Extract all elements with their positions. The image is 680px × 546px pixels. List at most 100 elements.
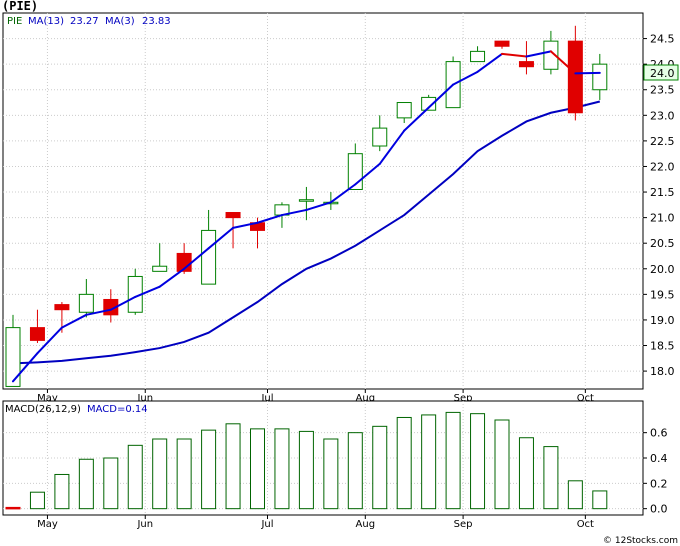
ma3-segment	[305, 201, 332, 211]
macd-bar	[445, 411, 461, 510]
price-tick-label: 19.5	[650, 288, 675, 301]
ma3-segment	[12, 352, 39, 383]
macd-value-label: MACD=0.14	[87, 404, 148, 415]
macd-label: MACD(26,12,9)	[5, 404, 81, 415]
macd-tick-label: 0.4	[650, 452, 668, 465]
candle-down	[494, 40, 510, 47]
macd-bars	[5, 411, 608, 510]
candle-up	[298, 199, 314, 202]
macd-tick-label: 0.2	[650, 477, 668, 490]
legend-ma3-value: 23.83	[142, 16, 171, 27]
month-tick-label: Jul	[260, 393, 273, 402]
month-tick-label: May	[37, 393, 58, 402]
macd-chart: 0.0 0.2 0.4 0.6 May Jun Jul Aug Sep Oct MACD(26,…	[2, 400, 668, 530]
macd-bar	[29, 491, 45, 510]
ma3-segment	[158, 267, 186, 288]
candle-up	[372, 127, 388, 147]
macd-bar	[298, 430, 314, 510]
macd-bar	[543, 446, 559, 510]
macd-month-tick-label: Sep	[454, 519, 473, 530]
last-price-marker: 24.0	[643, 64, 679, 81]
ma3-segment	[85, 308, 112, 316]
macd-bar	[567, 480, 583, 510]
price-tick-label: 20.5	[650, 237, 675, 250]
ma3-segment	[525, 50, 552, 58]
month-tick-label: Oct	[577, 393, 594, 402]
candle-up	[421, 96, 437, 111]
macd-month-tick-label: Aug	[356, 519, 376, 530]
price-axis: 18.0 18.5 19.0 19.5 20.0 20.5 21.0 21.5 22.0 22.5…	[643, 33, 675, 378]
candle-up	[5, 327, 21, 387]
macd-tick-label: 0.6	[650, 427, 668, 440]
macd-month-tick-label: May	[37, 519, 58, 530]
macd-month-tick-label: Oct	[577, 519, 594, 530]
ma3-segment	[60, 313, 88, 329]
macd-bar	[127, 444, 143, 510]
macd-bar	[78, 458, 94, 510]
macd-bar	[274, 428, 290, 510]
macd-bar	[54, 473, 70, 510]
price-tick-label: 20.0	[650, 263, 675, 276]
ma13-line	[12, 100, 601, 365]
ma3-segment	[207, 226, 235, 250]
ma3-segment	[501, 52, 528, 58]
candle-down	[225, 212, 241, 219]
candle-down	[54, 304, 70, 311]
month-tick-label: Aug	[356, 393, 376, 402]
macd-axis: 0.0 0.2 0.4 0.6	[643, 427, 668, 516]
legend-ma13-label: MA(13)	[28, 16, 64, 27]
macd-month-tick-label: Jul	[260, 519, 273, 530]
macd-bar	[494, 419, 510, 510]
macd-bar	[518, 437, 534, 510]
candle-up	[543, 40, 559, 70]
legend: PIE MA(13) 23.27 MA(3) 23.83	[7, 16, 171, 27]
price-tick-label: 24.5	[650, 33, 675, 46]
ma3-segment	[329, 183, 357, 204]
candle-up	[201, 229, 217, 285]
ma3-segment	[452, 70, 479, 86]
candle-down	[518, 61, 534, 68]
ma3-segment	[354, 162, 381, 186]
macd-bar	[372, 425, 388, 510]
chart-title: (PIE)	[2, 0, 39, 13]
last-price-label: 24.0	[650, 67, 675, 80]
candle-up	[152, 265, 168, 272]
candle-up	[470, 50, 486, 63]
macd-bar	[396, 416, 412, 510]
macd-bar	[347, 432, 363, 510]
candle-up	[592, 63, 608, 91]
macd-bar	[176, 438, 192, 510]
macd-bar	[323, 438, 339, 510]
ma3-segment	[232, 221, 259, 229]
macd-bar	[5, 506, 21, 510]
price-chart: 18.0 18.5 19.0 19.5 20.0 20.5 21.0 21.5 22.0 22.5…	[2, 12, 679, 402]
legend-ma13-value: 23.27	[70, 16, 99, 27]
ma3-segment	[109, 295, 137, 311]
macd-grid	[3, 401, 643, 515]
macd-bar	[152, 438, 168, 510]
month-tick-label: Sep	[454, 393, 473, 402]
price-tick-label: 19.0	[650, 314, 675, 327]
macd-bar	[103, 457, 119, 510]
macd-month-tick-label: Jun	[136, 519, 153, 530]
ma3-segment	[378, 129, 406, 165]
ma3-segment	[549, 50, 577, 75]
price-tick-label: 23.5	[650, 84, 675, 97]
candles	[5, 25, 608, 387]
legend-ticker: PIE	[7, 16, 22, 27]
ma3-segment	[403, 106, 430, 132]
macd-bar	[250, 428, 265, 510]
macd-bar	[421, 414, 437, 510]
price-tick-label: 18.5	[650, 340, 675, 353]
ma3-segment	[427, 83, 455, 109]
month-tick-label: Jun	[136, 393, 153, 402]
price-tick-label: 22.0	[650, 160, 675, 173]
price-month-axis: May Jun Jul Aug Sep Oct	[37, 389, 594, 402]
macd-bar	[470, 413, 486, 510]
ma3-segment	[134, 285, 161, 298]
price-tick-label: 21.0	[650, 212, 675, 225]
ma3-segment	[280, 208, 308, 217]
macd-tick-label: 0.0	[650, 503, 668, 516]
ma3-segment	[36, 326, 63, 355]
ma3-segment	[183, 247, 210, 270]
